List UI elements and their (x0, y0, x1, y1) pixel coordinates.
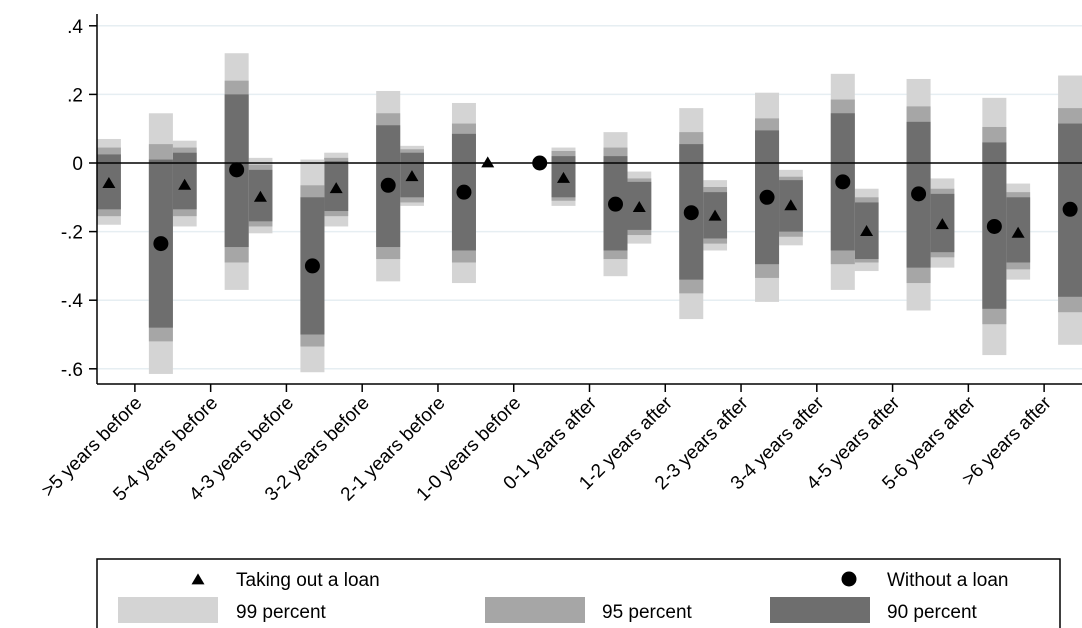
point-without-loan (608, 196, 623, 212)
point-taking-loan (860, 225, 874, 236)
point-without-loan (532, 155, 548, 171)
point-without-loan (456, 184, 472, 200)
legend: Taking out a loan Without a loan 99 percen… (96, 558, 1061, 628)
point-without-loan (835, 174, 851, 190)
y-tick-label: -.4 (61, 291, 84, 312)
point-without-loan (153, 236, 169, 252)
point-without-loan (1062, 201, 1078, 217)
y-tick-label: .2 (67, 85, 83, 106)
legend-label: 95 percent (602, 602, 693, 623)
point-taking-loan (557, 171, 570, 183)
y-tick-label: -.6 (61, 360, 83, 381)
y-tick-label: .4 (67, 17, 83, 38)
point-without-loan (683, 205, 699, 221)
point-taking-loan (708, 209, 722, 221)
legend-swatch-95 (485, 597, 585, 623)
point-taking-loan (935, 218, 949, 230)
legend-label: 99 percent (236, 602, 327, 623)
legend-swatch-90 (770, 597, 870, 623)
legend-swatch-99 (118, 597, 218, 623)
y-tick-label: -.2 (61, 223, 83, 244)
point-taking-loan (784, 199, 798, 211)
point-taking-loan (329, 182, 343, 194)
point-without-loan (986, 218, 1002, 234)
legend-triangle-marker (191, 573, 205, 585)
point-without-loan (380, 177, 396, 193)
point-taking-loan (632, 200, 646, 212)
point-taking-loan (1011, 226, 1025, 238)
point-taking-loan (178, 178, 192, 190)
point-without-loan (911, 186, 927, 202)
point-without-loan (759, 189, 775, 205)
legend-circle-marker (841, 571, 857, 587)
legend-label: Without a loan (887, 570, 1008, 591)
point-without-loan (229, 162, 245, 178)
point-estimates (102, 155, 1078, 274)
y-tick-label: 0 (72, 154, 83, 175)
legend-label: 90 percent (887, 602, 978, 623)
legend-label: Taking out a loan (236, 570, 380, 591)
point-taking-loan (405, 170, 419, 182)
point-taking-loan (253, 190, 267, 202)
point-without-loan (304, 258, 320, 274)
point-taking-loan (481, 156, 495, 168)
point-taking-loan (102, 176, 116, 188)
confidence-bands (96, 53, 1082, 374)
